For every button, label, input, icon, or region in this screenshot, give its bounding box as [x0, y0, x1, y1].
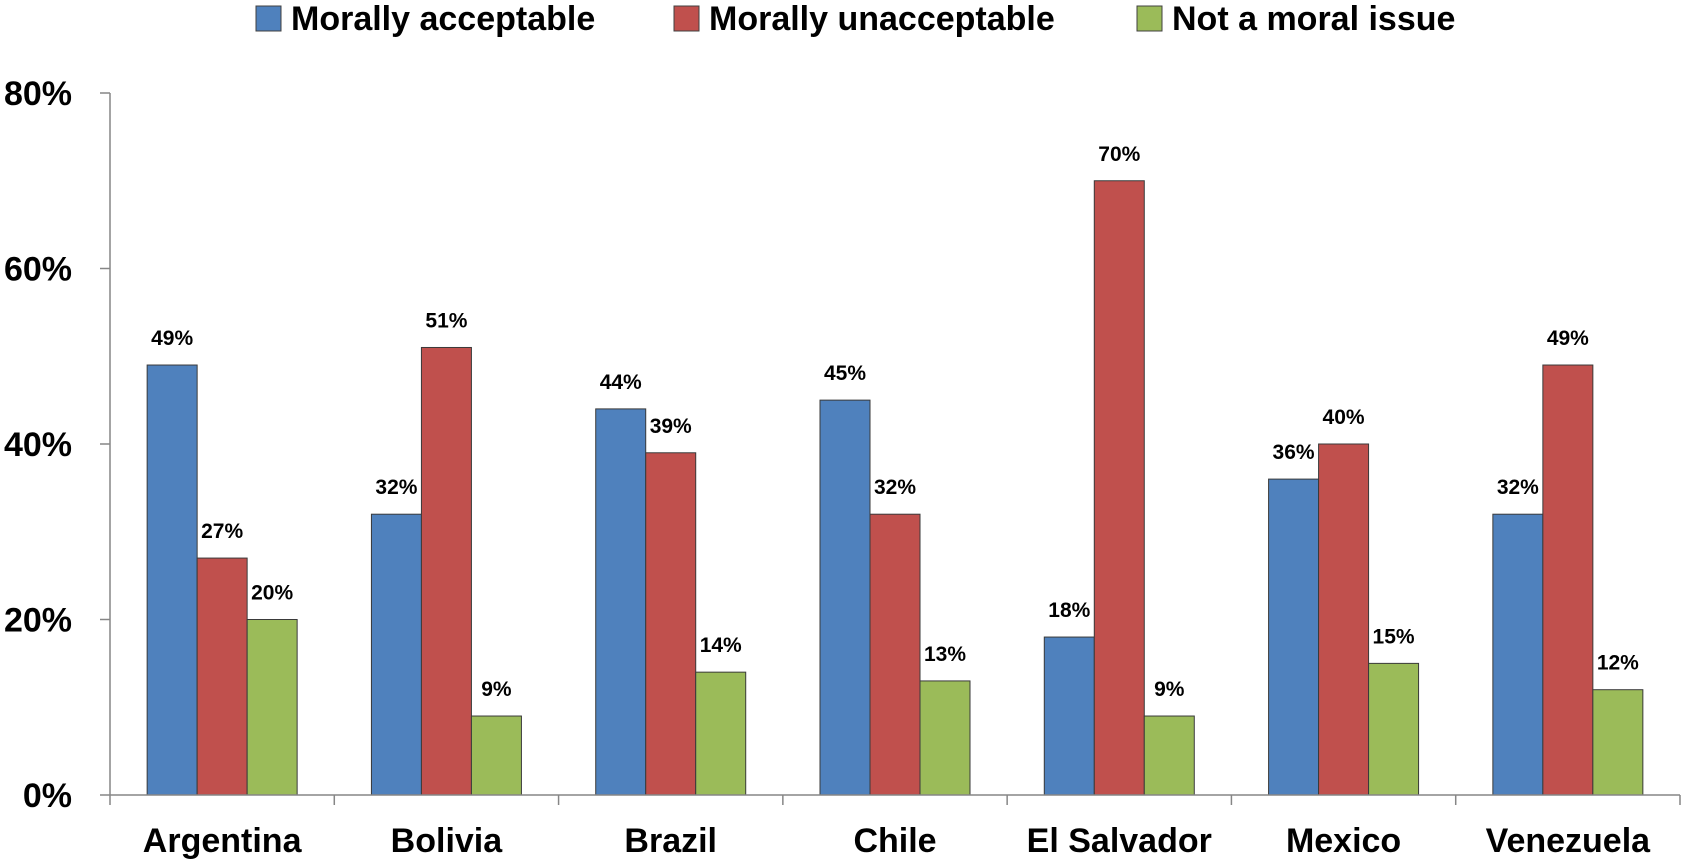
bar: [370, 513, 422, 796]
legend-swatch: [255, 5, 282, 32]
legend-swatch: [673, 5, 700, 32]
y-tick-label: 20%: [4, 602, 72, 640]
bar: [1318, 443, 1370, 796]
bar: [869, 513, 921, 796]
data-label: 27%: [201, 520, 243, 543]
data-label: 36%: [1273, 441, 1315, 464]
data-label: 15%: [1373, 625, 1415, 648]
bars: [146, 180, 1644, 796]
bar: [146, 364, 198, 796]
data-label: 32%: [375, 476, 417, 499]
bar: [695, 671, 747, 796]
y-tick-label: 80%: [4, 75, 72, 113]
bar: [919, 680, 971, 796]
x-tick-label: Chile: [853, 822, 936, 860]
bar: [1268, 478, 1320, 796]
bar: [595, 408, 647, 796]
bar: [246, 619, 298, 796]
bar: [819, 399, 871, 796]
data-label: 32%: [1497, 476, 1539, 499]
x-tick-label: Bolivia: [391, 822, 504, 860]
bar: [645, 452, 697, 796]
data-labels: 49% 27% 20% 32% 51% 9% 44% 39% 14% 45% 32% 13% 18% 70…: [151, 143, 1639, 701]
bar: [196, 557, 248, 796]
bar: [1542, 364, 1594, 796]
bar: [1043, 636, 1095, 796]
x-tick-label: Mexico: [1286, 822, 1401, 860]
legend-item: Not a moral issue: [1136, 0, 1455, 38]
bar: [420, 346, 472, 796]
data-label: 13%: [924, 643, 966, 666]
bar: [1143, 715, 1195, 796]
data-label: 40%: [1323, 406, 1365, 429]
legend-label: Not a moral issue: [1172, 0, 1455, 38]
data-label: 51%: [425, 309, 467, 332]
data-label: 39%: [650, 415, 692, 438]
data-label: 49%: [1547, 327, 1589, 350]
bar: [1492, 513, 1544, 796]
bar: [1592, 689, 1644, 796]
data-label: 9%: [1154, 678, 1185, 701]
bar: [470, 715, 522, 796]
data-label: 12%: [1597, 652, 1639, 675]
legend-item: Morally unacceptable: [673, 0, 1055, 38]
data-label: 32%: [874, 476, 916, 499]
y-axis: 0% 20% 40% 60% 80%: [4, 75, 111, 815]
data-label: 49%: [151, 327, 193, 350]
data-label: 9%: [481, 678, 512, 701]
bar: [1093, 180, 1145, 796]
data-label: 14%: [700, 634, 742, 657]
x-tick-label: Venezuela: [1486, 822, 1652, 860]
x-axis: Argentina Bolivia Brazil Chile El Salvador Me…: [109, 794, 1681, 860]
bar: [1368, 662, 1420, 796]
legend-swatch: [1136, 5, 1163, 32]
x-tick-label: El Salvador: [1027, 822, 1212, 860]
data-label: 45%: [824, 362, 866, 385]
legend-label: Morally unacceptable: [709, 0, 1055, 38]
x-tick-label: Argentina: [143, 822, 303, 860]
legend-label: Morally acceptable: [291, 0, 595, 38]
legend: Morally acceptable Morally unacceptable No…: [255, 0, 1455, 38]
data-label: 18%: [1048, 599, 1090, 622]
data-label: 44%: [600, 371, 642, 394]
legend-item: Morally acceptable: [255, 0, 595, 38]
y-tick-label: 0%: [23, 777, 72, 815]
x-tick-label: Brazil: [624, 822, 717, 860]
y-tick-label: 60%: [4, 251, 72, 289]
data-label: 20%: [251, 582, 293, 605]
y-tick-label: 40%: [4, 426, 72, 464]
data-label: 70%: [1098, 143, 1140, 166]
